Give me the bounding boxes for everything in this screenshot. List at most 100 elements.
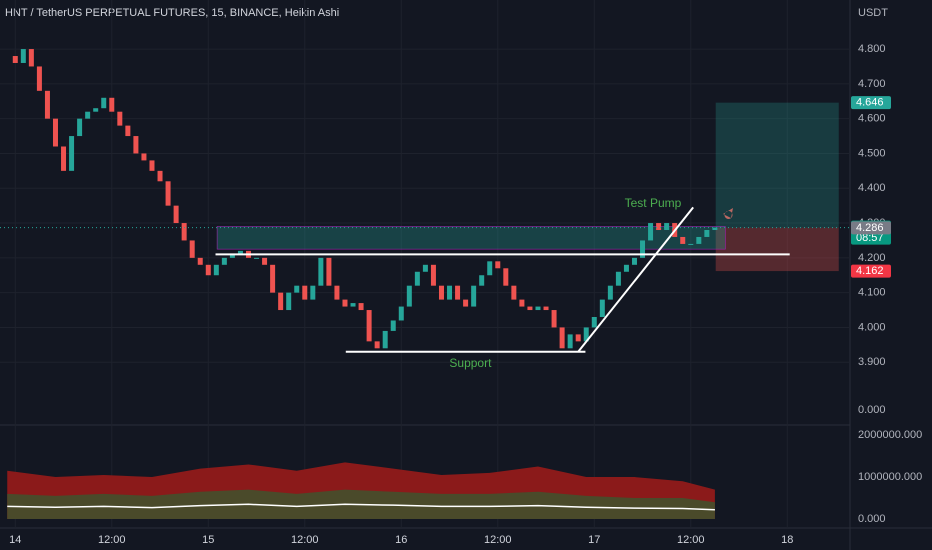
candle bbox=[567, 334, 573, 349]
annotation: Support bbox=[449, 356, 492, 370]
candle bbox=[20, 49, 26, 63]
candle bbox=[117, 111, 123, 126]
rocket-icon bbox=[723, 208, 733, 219]
candle bbox=[390, 320, 396, 331]
candle bbox=[101, 97, 107, 109]
candle bbox=[12, 56, 18, 63]
volume-tick-label: 0.000 bbox=[858, 513, 886, 525]
candle bbox=[479, 275, 485, 286]
target-zone bbox=[715, 102, 839, 228]
candle bbox=[294, 285, 300, 293]
candle bbox=[511, 285, 517, 300]
candle bbox=[165, 181, 171, 206]
candle bbox=[221, 257, 227, 265]
candle bbox=[93, 108, 99, 112]
candle bbox=[374, 341, 380, 349]
price-tag bbox=[851, 96, 891, 110]
candle bbox=[157, 170, 163, 182]
x-tick-label: 12:00 bbox=[291, 534, 319, 546]
candle bbox=[197, 257, 203, 265]
candle bbox=[237, 250, 243, 255]
candle bbox=[85, 111, 91, 119]
candle bbox=[286, 292, 292, 311]
candle bbox=[109, 97, 115, 112]
candle bbox=[623, 264, 629, 272]
candle bbox=[133, 136, 139, 154]
candle bbox=[141, 153, 147, 161]
candle bbox=[599, 299, 605, 318]
candle bbox=[334, 285, 340, 300]
candle bbox=[648, 223, 654, 241]
candle bbox=[310, 285, 316, 300]
candle bbox=[342, 299, 348, 307]
candle bbox=[656, 223, 662, 231]
candle bbox=[615, 271, 621, 286]
candle bbox=[229, 254, 235, 258]
candle bbox=[680, 236, 686, 244]
x-tick-label: 17 bbox=[588, 534, 600, 546]
candle bbox=[704, 230, 710, 237]
candle bbox=[254, 257, 260, 259]
candle bbox=[455, 285, 461, 300]
candle bbox=[61, 146, 67, 171]
y-tick-label: 4.100 bbox=[858, 287, 886, 299]
candle bbox=[189, 240, 195, 258]
x-tick-label: 18 bbox=[781, 534, 793, 546]
candle bbox=[213, 264, 219, 276]
annotation: Test Pump bbox=[625, 196, 682, 210]
candle bbox=[125, 125, 131, 137]
price-tag-label: 4.162 bbox=[856, 265, 884, 277]
candle bbox=[422, 264, 428, 272]
candle bbox=[583, 327, 589, 342]
candle bbox=[52, 118, 58, 147]
y-tick-label: 4.500 bbox=[858, 147, 886, 159]
candle bbox=[173, 205, 179, 224]
candle bbox=[36, 66, 42, 91]
candle bbox=[495, 261, 501, 269]
x-tick-label: 12:00 bbox=[677, 534, 705, 546]
candle bbox=[438, 285, 444, 300]
candle bbox=[205, 264, 211, 276]
price-tag-label: 4.646 bbox=[856, 97, 884, 109]
candle bbox=[559, 327, 565, 349]
candle bbox=[326, 257, 332, 286]
candle bbox=[527, 306, 533, 311]
candle bbox=[382, 330, 388, 349]
trend-line bbox=[577, 206, 694, 353]
y-tick-label: 4.700 bbox=[858, 78, 886, 90]
candle bbox=[414, 271, 420, 286]
candle bbox=[406, 285, 412, 307]
candle bbox=[551, 310, 557, 328]
y-tick-label: 4.200 bbox=[858, 252, 886, 264]
candle bbox=[181, 223, 187, 241]
candle bbox=[519, 299, 525, 307]
price-tag-label: 4.286 bbox=[856, 222, 884, 234]
candle bbox=[302, 285, 308, 300]
candle bbox=[318, 257, 324, 286]
volume-tick-label: 2000000.000 bbox=[858, 429, 922, 441]
candle bbox=[430, 264, 436, 286]
candle bbox=[543, 306, 549, 311]
candle bbox=[398, 306, 404, 321]
price-tag bbox=[851, 221, 891, 235]
candle bbox=[447, 285, 453, 300]
candle bbox=[77, 118, 83, 137]
candle bbox=[696, 236, 702, 244]
y-tick-label: 4.000 bbox=[858, 321, 886, 333]
candle bbox=[487, 261, 493, 276]
candle bbox=[503, 268, 509, 286]
candle bbox=[366, 310, 372, 342]
candle bbox=[278, 292, 284, 311]
candle bbox=[358, 303, 364, 311]
x-tick-label: 14 bbox=[9, 534, 21, 546]
y-tick-label: 3.900 bbox=[858, 356, 886, 368]
candle bbox=[591, 317, 597, 328]
volume-tick-label: 1000000.000 bbox=[858, 471, 922, 483]
x-tick-label: 12:00 bbox=[98, 534, 126, 546]
candle bbox=[262, 257, 268, 265]
candle bbox=[44, 90, 50, 119]
indicator-line bbox=[7, 503, 715, 511]
indicator-axis-label: 0.000 bbox=[858, 404, 886, 416]
